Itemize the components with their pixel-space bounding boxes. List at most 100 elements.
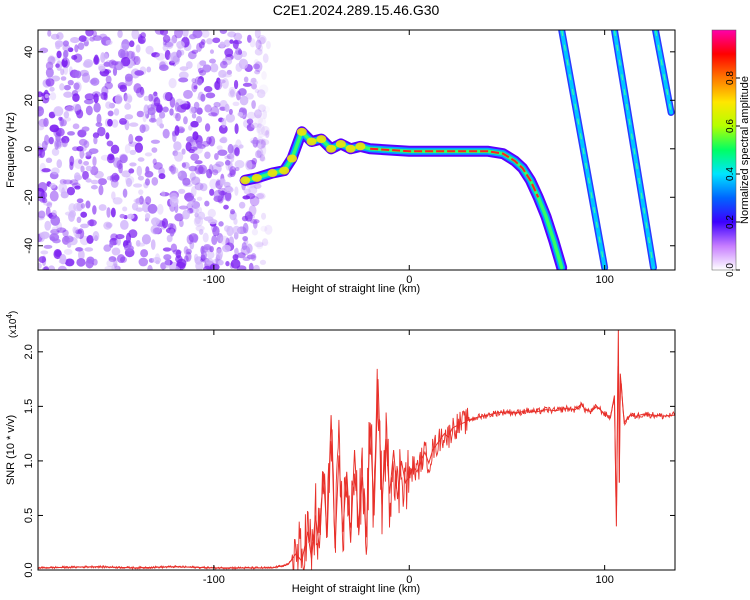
noise-speck — [242, 222, 249, 234]
noise-speck — [111, 263, 120, 270]
noise-speck — [170, 166, 179, 174]
noise-speck — [185, 141, 192, 152]
noise-speck — [45, 157, 53, 164]
noise-speck — [176, 171, 182, 177]
noise-speck — [227, 173, 233, 178]
noise-speck — [253, 183, 262, 189]
noise-speck — [190, 153, 200, 161]
noise-speck — [251, 83, 257, 90]
noise-speck — [63, 91, 73, 98]
noise-speck — [248, 205, 257, 217]
noise-speck — [219, 30, 228, 34]
noise-speck — [111, 60, 119, 66]
noise-speck — [196, 78, 203, 86]
noise-speck — [224, 103, 230, 113]
noise-speck — [213, 189, 223, 200]
noise-speck — [76, 109, 84, 119]
noise-speck — [250, 253, 257, 261]
noise-speck — [92, 35, 103, 41]
top-y-tick-label: -20 — [23, 189, 35, 205]
noise-speck — [136, 242, 146, 247]
noise-speck — [151, 147, 158, 153]
noise-speck — [192, 131, 199, 141]
noise-speck — [253, 264, 260, 270]
bottom-x-axis-label: Height of straight line (km) — [292, 583, 420, 595]
noise-speck — [112, 197, 123, 205]
noise-speck — [152, 158, 157, 165]
noise-speck — [108, 256, 117, 263]
noise-speck — [120, 219, 129, 230]
noise-speck — [61, 187, 66, 198]
noise-speck — [118, 48, 126, 59]
noise-speck — [64, 235, 74, 243]
noise-speck — [141, 234, 151, 245]
noise-speck — [90, 166, 99, 176]
noise-speck — [225, 260, 230, 267]
noise-speck — [50, 33, 60, 40]
noise-speck — [178, 205, 189, 210]
noise-speck — [45, 78, 55, 87]
noise-speck — [111, 247, 121, 256]
noise-speck — [83, 160, 90, 166]
noise-speck — [209, 49, 214, 54]
snr-line-detail — [38, 366, 675, 570]
noise-speck — [76, 257, 86, 267]
noise-speck — [61, 58, 68, 68]
noise-speck — [196, 115, 203, 124]
noise-speck — [56, 32, 64, 41]
noise-speck — [256, 148, 264, 159]
noise-speck — [41, 140, 48, 150]
noise-speck — [121, 170, 131, 178]
noise-speck — [221, 78, 229, 89]
noise-speck — [120, 43, 130, 50]
trace-blob — [240, 176, 251, 185]
noise-speck — [242, 256, 251, 262]
noise-speck — [72, 93, 80, 102]
noise-speck — [110, 144, 120, 155]
noise-speck — [103, 61, 111, 67]
noise-speck — [219, 41, 226, 48]
noise-speck — [62, 40, 69, 47]
noise-speck — [121, 39, 130, 50]
noise-speck — [174, 102, 180, 112]
noise-speck — [182, 177, 191, 186]
noise-speck — [259, 36, 266, 45]
noise-speck — [247, 34, 252, 43]
noise-speck — [258, 44, 263, 52]
noise-speck — [156, 104, 164, 113]
noise-speck — [200, 38, 206, 45]
noise-speck — [213, 80, 223, 91]
noise-speck — [234, 167, 240, 172]
noise-speck — [215, 248, 224, 260]
noise-speck — [162, 128, 170, 139]
bottom-y-tick-label: 0.0 — [23, 562, 35, 577]
noise-speck — [106, 140, 114, 147]
noise-speck — [74, 44, 79, 53]
noise-speck — [49, 92, 57, 101]
noise-speck — [246, 111, 256, 120]
noise-speck — [216, 232, 224, 244]
noise-speck — [49, 182, 57, 189]
noise-speck — [144, 152, 153, 157]
noise-speck — [78, 249, 85, 261]
noise-speck — [71, 103, 81, 111]
noise-speck — [233, 217, 238, 225]
noise-speck — [127, 213, 135, 220]
noise-speck — [194, 164, 204, 175]
noise-speck — [174, 125, 180, 136]
noise-speck — [122, 206, 128, 212]
noise-speck — [95, 122, 103, 127]
noise-speck — [105, 222, 113, 228]
noise-speck — [238, 144, 244, 149]
bottom-y-tick-label: 1.5 — [23, 399, 35, 414]
noise-speck — [109, 174, 115, 182]
noise-speck — [50, 215, 61, 226]
noise-speck — [245, 160, 253, 171]
noise-speck — [258, 84, 269, 95]
noise-speck — [232, 39, 239, 50]
noise-speck — [133, 198, 143, 204]
noise-speck — [147, 264, 153, 270]
noise-speck — [43, 244, 53, 249]
noise-speck — [111, 172, 120, 183]
noise-speck — [60, 68, 65, 76]
